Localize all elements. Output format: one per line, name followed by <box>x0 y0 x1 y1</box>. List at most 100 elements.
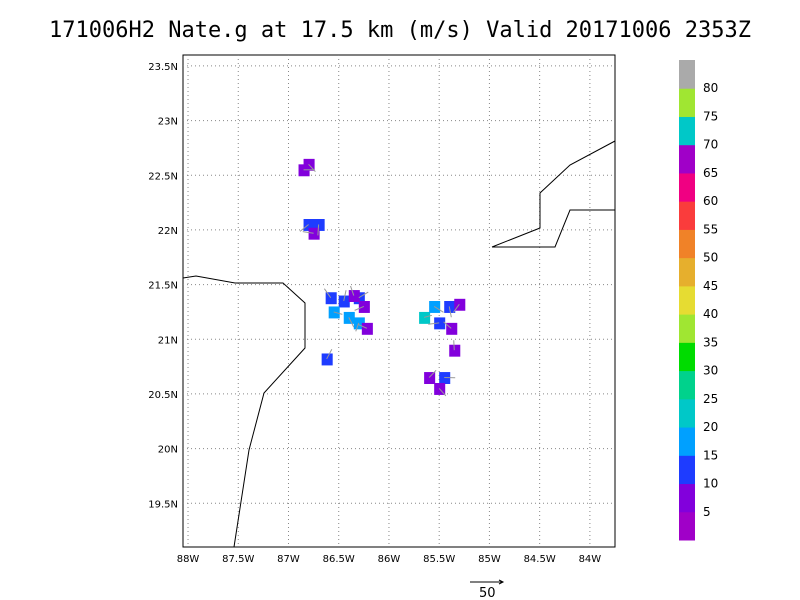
lon-tick-label: 84W <box>579 554 602 565</box>
wind-vector-arrow <box>308 163 316 172</box>
colorbar-tick-label: 80 <box>703 81 718 95</box>
colorbar-segment <box>679 88 695 117</box>
colorbar-segment <box>679 427 695 456</box>
colorbar-segment <box>679 257 695 287</box>
colorbar-tick-label: 55 <box>703 222 718 236</box>
colorbar-tick-label: 15 <box>703 448 718 462</box>
colorbar-tick-label: 70 <box>703 138 718 152</box>
wind-vector-arrow <box>343 290 347 302</box>
reference-arrow-head <box>498 579 505 585</box>
wind-speed-cell <box>454 298 466 311</box>
lat-tick-label: 19.5N <box>148 499 178 510</box>
coastlines <box>182 140 616 548</box>
colorbar-tick-label: 35 <box>703 335 718 349</box>
lon-tick-label: 85W <box>478 554 501 565</box>
axis-labels: 23.5N 23N 22.5N 22N 21.5N 21N 20.5N 20N 19.5N 88W… <box>148 62 601 565</box>
wind-vectors <box>299 163 460 397</box>
wind-vector-arrow <box>323 288 332 299</box>
wind-vector-arrow <box>326 348 333 360</box>
colorbar-tick-label: 40 <box>703 307 718 321</box>
lat-tick-label: 22.5N <box>148 171 178 182</box>
colorbar-tick-label: 65 <box>703 166 718 180</box>
wind-speed-cell <box>313 219 325 231</box>
colorbar-tick-label: 50 <box>703 251 718 265</box>
lon-tick-label: 85.5W <box>423 554 455 565</box>
wind-vector-arrow <box>433 306 444 313</box>
lat-tick-label: 23.5N <box>148 62 178 73</box>
colorbar-tick-label: 25 <box>703 392 718 406</box>
wind-vector-arrow <box>423 314 432 318</box>
colorbar-tick-label: 10 <box>703 477 718 491</box>
wind-speed-cell <box>358 301 370 313</box>
colorbar-segment <box>679 342 695 372</box>
wind-speed-cell <box>361 322 373 335</box>
colorbar-segment <box>679 370 695 400</box>
colorbar-segment <box>679 144 695 174</box>
wind-vector-arrow <box>317 224 320 236</box>
lat-tick-label: 21.5N <box>148 281 178 292</box>
lon-tick-label: 86.5W <box>323 554 355 565</box>
colorbar-tick-label: 20 <box>703 420 718 434</box>
lat-tick-label: 21N <box>158 335 178 346</box>
colorbar-segment <box>679 455 695 485</box>
coastline <box>182 275 306 548</box>
wind-speed-cells <box>298 158 466 395</box>
wind-speed-cell <box>338 295 350 308</box>
wind-speed-cell <box>446 322 458 335</box>
colorbar-tick-label: 45 <box>703 279 718 293</box>
colorbar-segment <box>679 285 695 315</box>
map-frame <box>182 54 616 548</box>
colorbar-tick-label: 60 <box>703 194 718 208</box>
wind-vector-arrow <box>448 306 452 318</box>
wind-vector-arrow <box>350 285 355 296</box>
colorbar-segment <box>679 172 695 202</box>
reference-vector: 50 <box>470 579 505 600</box>
colorbar-segment <box>679 201 695 230</box>
colorbar-tick-label: 75 <box>703 109 718 123</box>
wind-vector-arrow <box>299 224 309 232</box>
wind-vector-arrow <box>428 369 437 378</box>
wind-speed-cell <box>449 344 461 357</box>
colorbar-segment <box>679 314 695 343</box>
wind-vector-arrow <box>302 231 314 234</box>
wind-vector-arrow <box>438 388 447 397</box>
colorbar-segment <box>679 511 695 541</box>
wind-speed-cell <box>308 227 320 240</box>
wind-speed-cell <box>321 353 333 366</box>
lon-tick-label: 86W <box>378 554 401 565</box>
wind-speed-cell <box>434 317 446 330</box>
lon-tick-label: 87.5W <box>222 554 254 565</box>
wind-vector-arrow <box>453 340 455 351</box>
wind-speed-cell <box>419 311 431 324</box>
wind-vector-arrow <box>354 306 365 311</box>
lat-tick-label: 20.5N <box>148 390 178 401</box>
coastline <box>491 140 616 248</box>
reference-vector-label: 50 <box>479 586 496 600</box>
plot-title: 171006H2 Nate.g at 17.5 km (m/s) Valid 2… <box>49 18 751 43</box>
wind-vector-arrow <box>333 311 343 315</box>
wind-speed-cell <box>303 219 315 231</box>
coastline <box>492 209 615 248</box>
wind-vector-arrow <box>428 322 440 325</box>
wind-vector-arrow <box>358 291 369 299</box>
colorbar-tick-label: 5 <box>703 505 711 519</box>
colorbar-segment <box>679 60 695 89</box>
wind-vector-arrow <box>452 303 460 313</box>
wind-vector-arrow <box>348 317 355 328</box>
wind-vector-arrow <box>443 321 452 329</box>
colorbar-segment <box>679 483 695 513</box>
wind-speed-cell <box>325 292 337 305</box>
lon-tick-label: 87W <box>277 554 300 565</box>
wind-speed-cell <box>424 372 436 384</box>
lon-tick-label: 88W <box>177 554 200 565</box>
colorbar-segment <box>679 116 695 146</box>
wind-speed-cell <box>348 290 360 302</box>
colorbar: 5 10 15 20 25 30 35 40 45 50 55 60 65 70 75 80 <box>679 60 718 541</box>
lat-tick-label: 23N <box>158 117 178 128</box>
wind-speed-cell <box>353 317 365 330</box>
grid-lines <box>183 55 615 547</box>
wind-vector-arrow <box>357 323 368 329</box>
lat-tick-label: 20N <box>158 445 178 456</box>
colorbar-segment <box>679 229 695 259</box>
